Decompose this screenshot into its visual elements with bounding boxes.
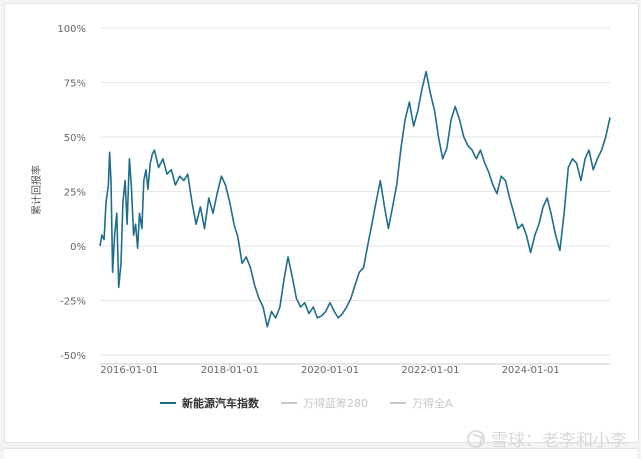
y-tick-label: 50% [64,133,86,144]
y-tick-label: 0% [70,242,86,253]
legend-swatch [390,402,406,404]
y-axis-ticks: 100% 75% 50% 25% 0% -25% -50% [57,24,86,362]
watermark-text: 雪球：老李和小李 [491,431,627,451]
x-axis-ticks: 2016-01-01 2018-01-01 2020-01-01 2022-01-01… [100,364,560,376]
next-card-edge [4,448,637,459]
y-tick-label: -25% [60,297,86,308]
legend-swatch [281,402,297,404]
legend-label: 新能源汽车指数 [182,397,259,410]
y-axis-label: 累计回报率 [30,165,43,215]
series-line-0 [99,70,611,328]
x-tick-label: 2022-01-01 [401,365,459,376]
series-lines [99,70,611,328]
x-tick-label: 2020-01-01 [301,365,359,376]
legend-label: 万得蓝筹280 [303,397,368,410]
legend-swatch [160,402,176,404]
legend-item-0[interactable]: 新能源汽车指数 [160,395,259,411]
chart-card [4,3,639,443]
x-tick-label: 2024-01-01 [502,365,560,376]
legend-label: 万得全A [412,397,453,410]
watermark: 雪球：老李和小李 [467,426,627,451]
legend-item-1[interactable]: 万得蓝筹280 [281,395,368,411]
legend-item-2[interactable]: 万得全A [390,395,453,411]
grid-lines [100,27,610,365]
y-tick-label: 100% [57,24,86,35]
snowball-logo-icon [467,429,485,448]
y-tick-label: 75% [64,79,86,90]
x-tick-label: 2018-01-01 [201,365,259,376]
y-tick-label: 25% [64,188,86,199]
y-tick-label: -50% [60,351,86,362]
chart-legend: 新能源汽车指数 万得蓝筹280 万得全A [160,395,453,411]
x-tick-label: 2016-01-01 [100,365,158,376]
